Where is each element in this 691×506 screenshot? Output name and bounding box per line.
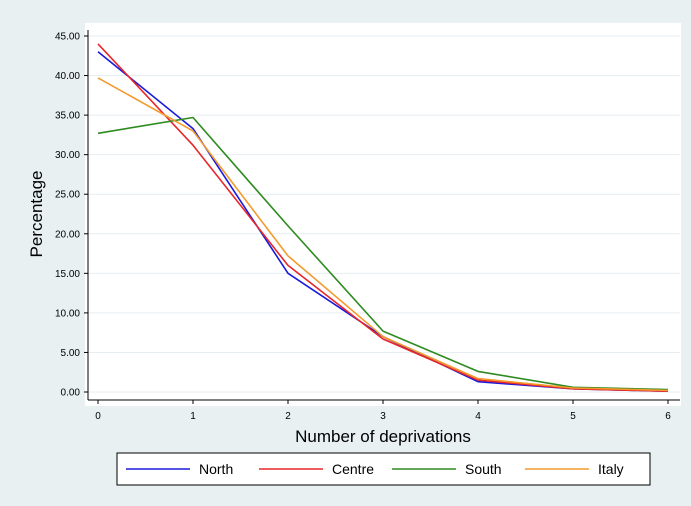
series-line-italy: [97, 77, 669, 392]
legend-label-south: South: [465, 461, 502, 477]
legend-label-centre: Centre: [332, 461, 374, 477]
y-tick-label: 40.00: [55, 71, 80, 82]
y-tick-label: 15.00: [55, 269, 80, 280]
legend: North Centre South Italy: [116, 452, 651, 486]
x-tick-label: 6: [665, 411, 671, 422]
legend-box: [116, 452, 651, 486]
x-tick-label: 0: [95, 411, 101, 422]
series-lines: [97, 43, 669, 392]
y-ticks: 0.00 5.00 10.00 15.00 20.00 25.00 30.00 35.00 40…: [55, 32, 88, 399]
legend-label-north: North: [199, 461, 233, 477]
x-tick-label: 1: [190, 411, 196, 422]
grid-lines: [88, 35, 680, 393]
x-tick-label: 2: [285, 411, 291, 422]
legend-label-italy: Italy: [598, 461, 624, 477]
y-tick-label: 20.00: [55, 229, 80, 240]
y-tick-label: 45.00: [55, 32, 80, 43]
y-tick-label: 5.00: [61, 348, 81, 359]
y-tick-label: 35.00: [55, 111, 80, 122]
x-axis-label: Number of deprivations: [295, 427, 471, 446]
y-tick-label: 30.00: [55, 150, 80, 161]
y-tick-label: 25.00: [55, 190, 80, 201]
y-tick-label: 0.00: [61, 388, 81, 399]
y-tick-label: 10.00: [55, 308, 80, 319]
x-tick-label: 4: [475, 411, 481, 422]
plot-panel: [85, 23, 681, 406]
axes: [87, 30, 680, 401]
x-ticks: 0 1 2 3 4 5 6: [95, 400, 671, 422]
x-tick-label: 3: [380, 411, 386, 422]
x-tick-label: 5: [570, 411, 576, 422]
y-axis-label: Percentage: [27, 171, 46, 258]
